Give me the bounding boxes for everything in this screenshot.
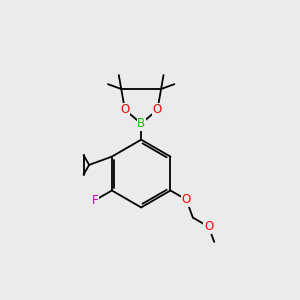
Text: O: O: [204, 220, 213, 233]
Text: O: O: [182, 193, 191, 206]
Text: B: B: [137, 117, 145, 130]
Text: O: O: [120, 103, 130, 116]
Text: O: O: [153, 103, 162, 116]
Text: F: F: [92, 194, 99, 207]
